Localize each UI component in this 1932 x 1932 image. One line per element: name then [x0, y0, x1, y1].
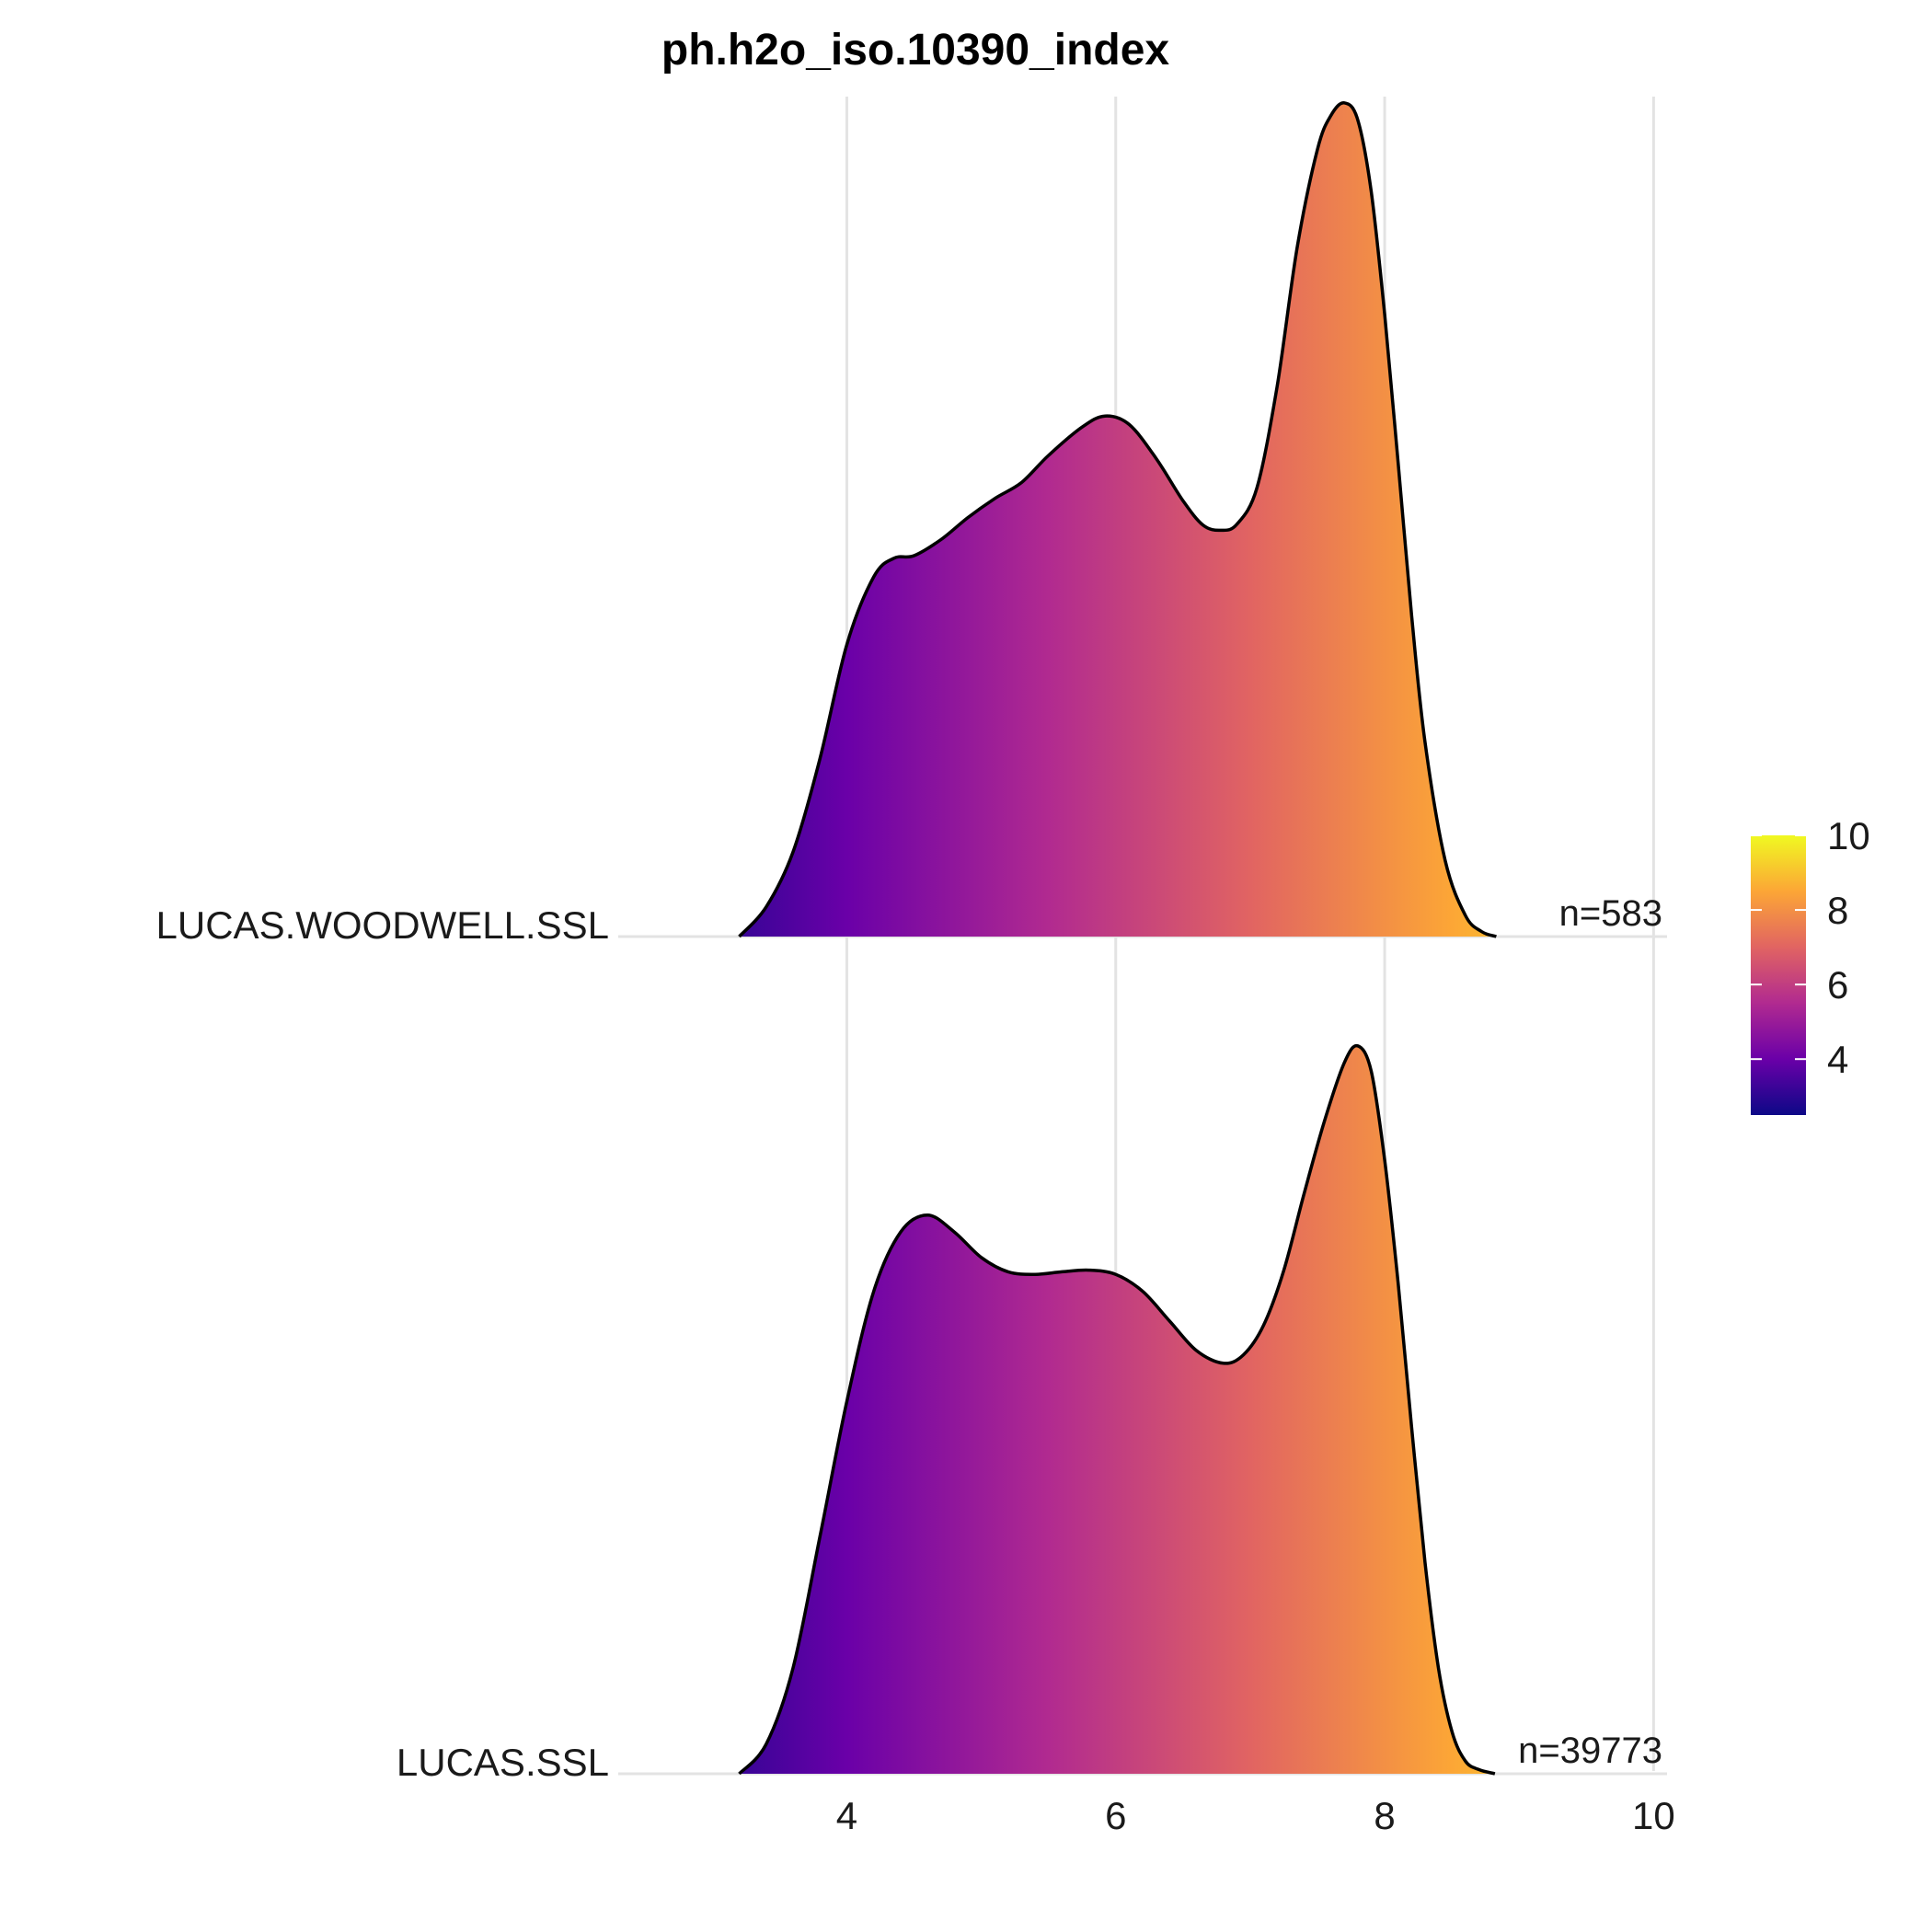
legend-tick-label: 8	[1827, 889, 1848, 932]
chart-title: ph.h2o_iso.10390_index	[661, 26, 1170, 75]
label-layer: LUCAS.WOODWELL.SSL n=583 LUCAS.SSL n=39773	[156, 893, 1662, 1784]
legend-tick-label: 6	[1827, 963, 1848, 1006]
legend-tick-label: 4	[1827, 1038, 1848, 1081]
color-legend: 4 6 8 10	[1751, 814, 1870, 1115]
sample-size-label: n=583	[1559, 893, 1662, 934]
ridge-fill-lucas-ssl	[739, 1045, 1495, 1774]
ridge-outline-lucas-ssl	[738, 1043, 1496, 1776]
ridge-outline-lucas-woodwell-ssl	[738, 101, 1497, 938]
x-tick-label: 4	[836, 1794, 857, 1837]
ridge-layer	[738, 101, 1497, 1776]
x-tick-label: 10	[1632, 1794, 1675, 1837]
legend-colorbar	[1751, 835, 1806, 1115]
ridge-fill-lucas-woodwell-ssl	[739, 102, 1497, 937]
legend-tick-label: 10	[1827, 814, 1870, 857]
x-tick-label: 8	[1374, 1794, 1395, 1837]
sample-size-label: n=39773	[1518, 1731, 1662, 1771]
category-label: LUCAS.SSL	[397, 1741, 609, 1784]
x-tick-label: 6	[1105, 1794, 1126, 1837]
category-label: LUCAS.WOODWELL.SSL	[156, 903, 609, 947]
x-axis: 4 6 8 10	[836, 1794, 1675, 1837]
